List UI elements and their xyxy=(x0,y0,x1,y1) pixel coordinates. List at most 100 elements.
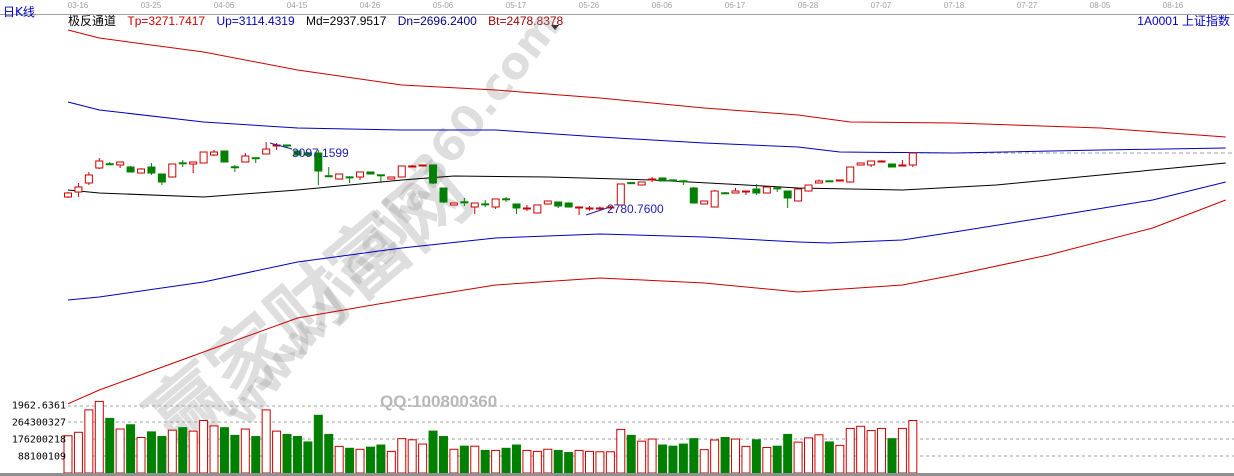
high-annotation: 3097.1599 xyxy=(292,146,349,160)
candle-down xyxy=(345,176,354,179)
volume-bar xyxy=(438,436,448,474)
candle-up xyxy=(898,164,907,167)
volume-bar xyxy=(731,438,741,474)
date-tick: 08-16 xyxy=(1162,1,1184,10)
candle-down xyxy=(178,162,187,165)
indicator-legend: 极反通道 Tp=3271.7417 Up=3114.4319 Md=2937.9… xyxy=(68,12,571,29)
candle-down xyxy=(689,187,698,204)
candle-up xyxy=(74,186,83,193)
volume-bar xyxy=(397,438,407,474)
volume-bar xyxy=(699,449,709,474)
volume-bar xyxy=(543,448,553,474)
dn-value: Dn=2696.2400 xyxy=(397,14,477,28)
channel-line-up xyxy=(67,101,1226,154)
candle-up xyxy=(575,206,584,209)
candle-down xyxy=(721,192,730,195)
up-value: Up=3114.4319 xyxy=(216,14,295,28)
date-axis: 03-16 03-25 04-06 04-15 04-26 05-06 05-17 05-26… xyxy=(0,0,1234,15)
volume-bar xyxy=(783,433,793,474)
volume-bar xyxy=(209,425,219,474)
candle-up xyxy=(856,162,865,166)
date-tick: 04-15 xyxy=(286,1,308,10)
volume-bar xyxy=(720,436,730,474)
volume-bar xyxy=(407,439,417,474)
candle-up xyxy=(418,164,427,167)
volume-bar xyxy=(626,434,636,474)
candle-down xyxy=(303,152,312,156)
volume-bar xyxy=(887,438,897,474)
candle-up xyxy=(741,190,750,193)
candle-up xyxy=(794,188,803,202)
volume-bar xyxy=(94,400,104,474)
volume-bar xyxy=(814,434,824,474)
candle-up xyxy=(522,207,531,210)
volume-bar xyxy=(835,444,845,474)
high-pointer xyxy=(269,142,293,150)
volume-bar xyxy=(219,427,229,474)
date-tick: 05-17 xyxy=(505,1,527,10)
volume-bar xyxy=(908,420,918,474)
candle-down xyxy=(314,152,323,172)
volume-bar xyxy=(345,447,355,474)
candle-up xyxy=(867,160,876,166)
volume-bar xyxy=(365,446,375,474)
volume-bar xyxy=(595,451,605,474)
volume-bar xyxy=(856,425,866,474)
volume-bar xyxy=(637,440,647,474)
volume-bar xyxy=(501,447,511,474)
candle-up xyxy=(700,200,709,205)
channel-line-tp xyxy=(67,29,1226,138)
candle-up xyxy=(637,181,646,186)
candle-up xyxy=(189,161,198,165)
candle-down xyxy=(126,166,135,173)
volume-bar xyxy=(751,439,761,474)
candle-down xyxy=(658,177,667,182)
candle-down xyxy=(429,164,438,184)
candle-up xyxy=(731,190,740,194)
candle-up xyxy=(356,171,365,178)
volume-bar xyxy=(105,417,115,474)
volume-bar xyxy=(459,445,469,474)
candle-down xyxy=(105,163,114,166)
tp-value: Tp=3271.7417 xyxy=(127,14,206,28)
volume-bar xyxy=(491,449,501,474)
volume-bar xyxy=(845,427,855,474)
volume-bar xyxy=(282,433,292,474)
volume-bar xyxy=(386,450,396,474)
volume-bar xyxy=(762,447,772,474)
volume-bar xyxy=(126,424,136,474)
candle-up xyxy=(762,186,771,194)
candle-up xyxy=(543,200,552,205)
volume-bar xyxy=(772,445,782,474)
volume-bar xyxy=(804,437,814,474)
low-annotation: 2780.7600 xyxy=(607,202,664,216)
date-tick: 06-06 xyxy=(651,1,673,10)
period-label[interactable]: 日K线 xyxy=(3,5,35,19)
candle-up xyxy=(908,152,917,166)
indicator-name[interactable]: 极反通道 xyxy=(68,14,117,28)
candle-up xyxy=(137,168,146,174)
low-pointer xyxy=(585,207,608,216)
candle-up xyxy=(846,166,855,183)
candle-up xyxy=(262,148,271,155)
volume-bar xyxy=(605,451,615,474)
bottom-scrollbar[interactable] xyxy=(0,473,1234,476)
date-tick: 07-27 xyxy=(1016,1,1038,10)
volume-bar xyxy=(115,428,125,474)
candle-up xyxy=(648,178,657,181)
volume-bar xyxy=(522,449,532,474)
volume-bar xyxy=(136,436,146,474)
candle-up xyxy=(804,184,813,192)
bt-value: Bt=2478.8378 xyxy=(488,14,564,28)
candle-up xyxy=(449,202,458,206)
candle-down xyxy=(783,190,792,199)
candle-up xyxy=(814,180,823,184)
date-tick: 07-07 xyxy=(870,1,892,10)
volume-bar xyxy=(710,439,720,474)
volume-bar xyxy=(167,429,177,474)
candle-down xyxy=(283,144,292,147)
candle-up xyxy=(877,160,886,163)
dropdown-triangle-icon[interactable] xyxy=(551,25,559,30)
candle-down xyxy=(481,203,490,206)
